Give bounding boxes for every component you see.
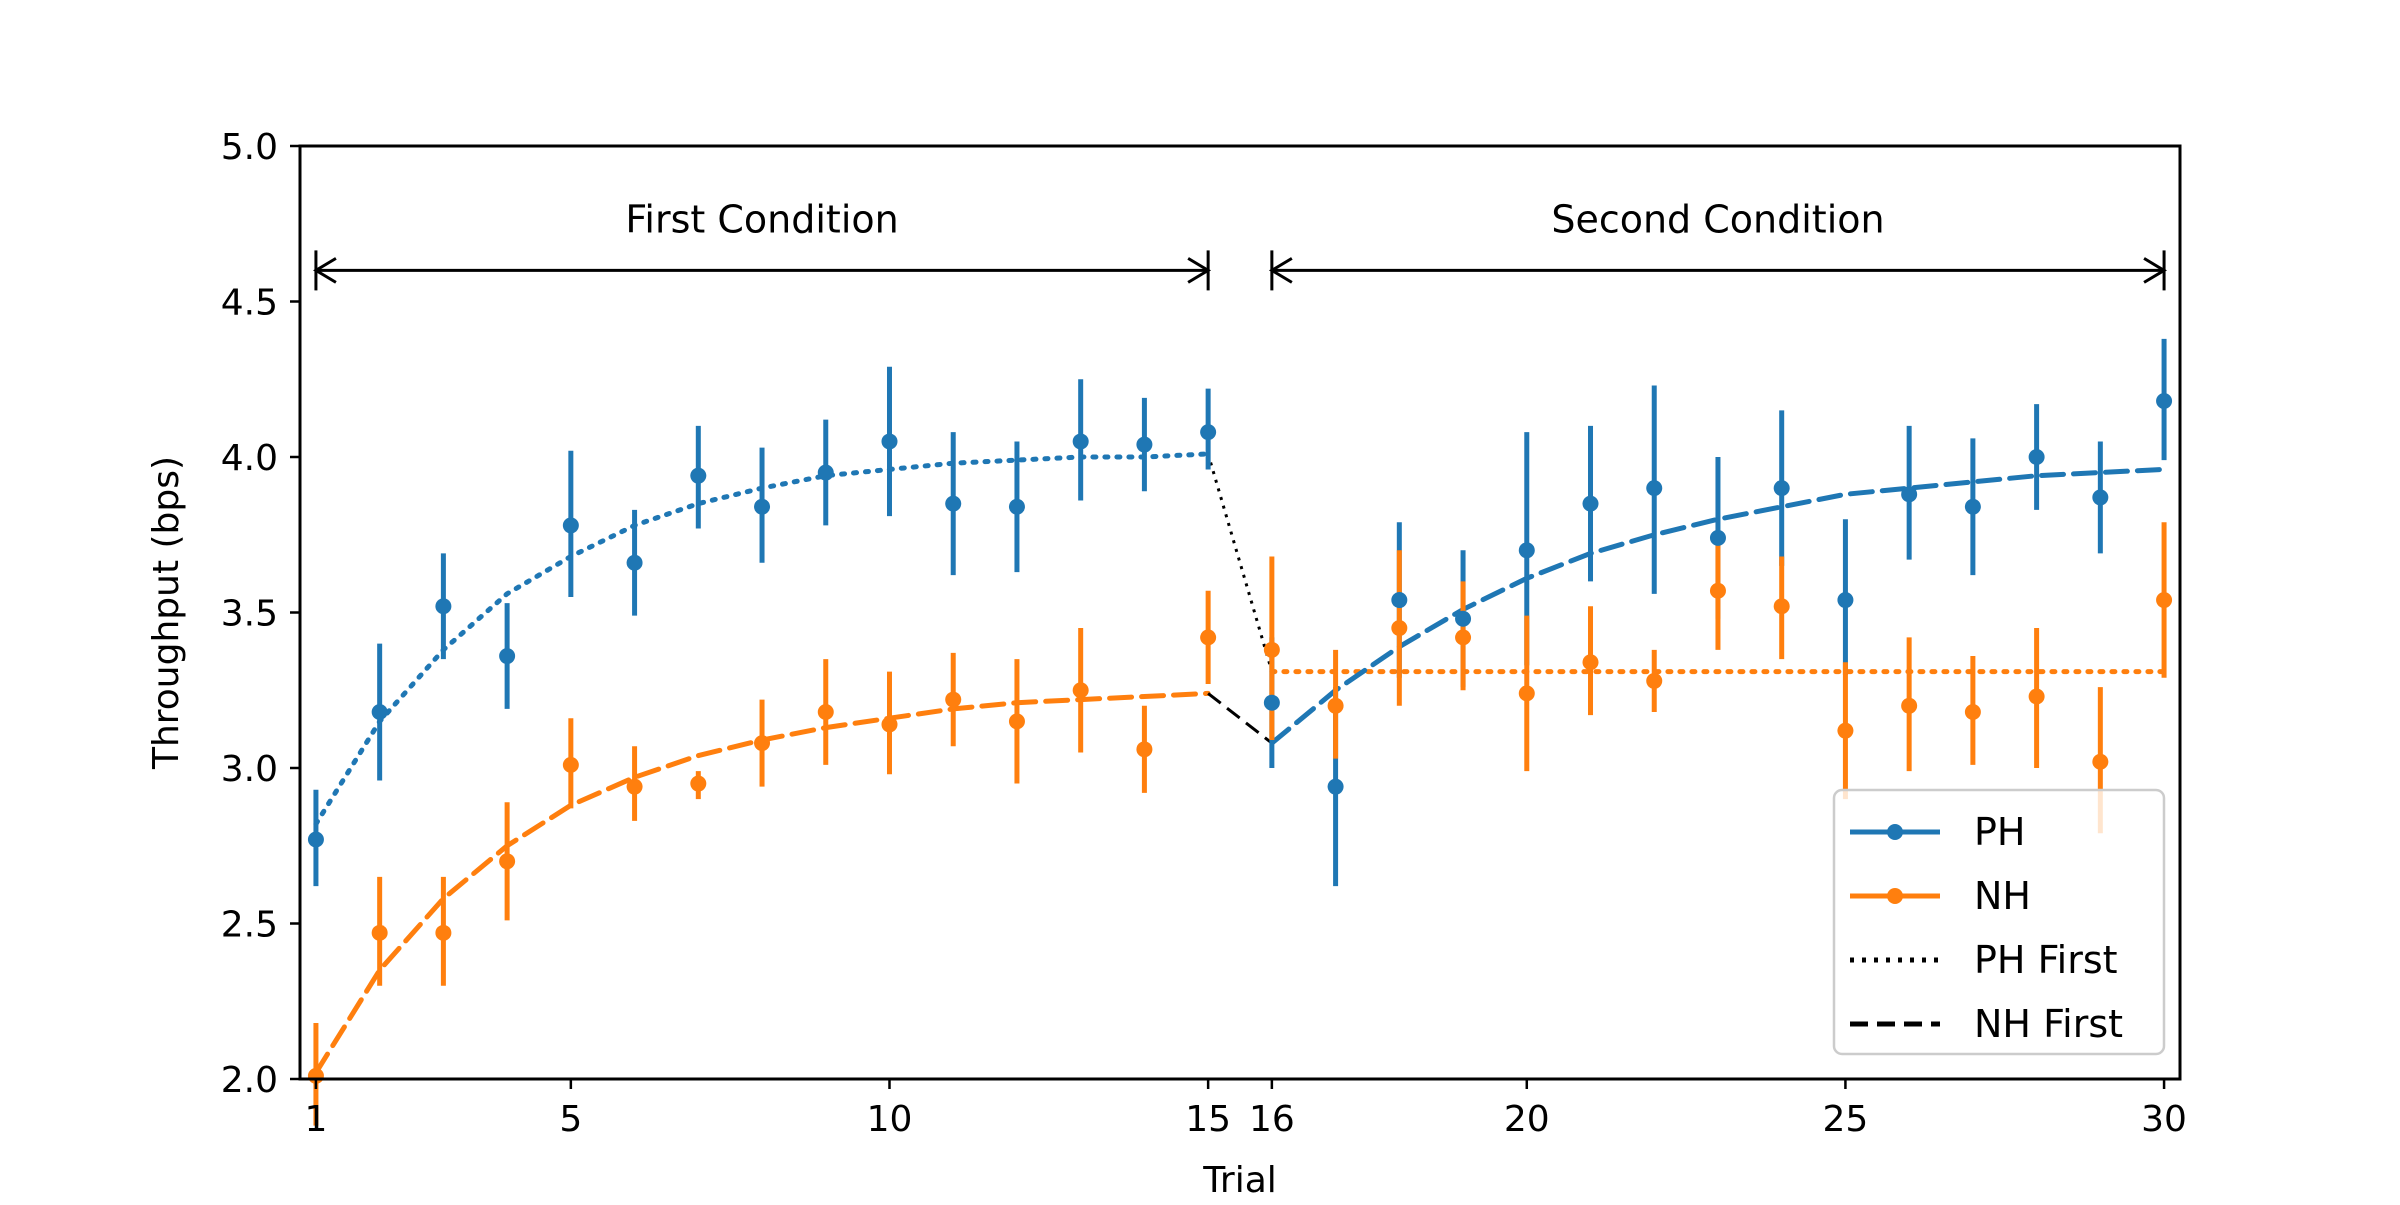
- point-ph: [626, 554, 643, 571]
- legend-box: [1832, 788, 2166, 1056]
- point-nh: [562, 756, 579, 773]
- legend-label-ph-first: PH First: [1974, 938, 2118, 982]
- point-nh: [2028, 688, 2045, 705]
- point-nh: [1582, 654, 1599, 671]
- point-ph: [371, 704, 388, 721]
- point-ph: [1518, 542, 1535, 559]
- x-tick-label: 10: [867, 1099, 913, 1140]
- x-tick-label: 1: [304, 1099, 327, 1140]
- first-condition-label: First Condition: [625, 197, 898, 241]
- point-nh: [1964, 704, 1981, 721]
- point-ph: [1709, 529, 1726, 546]
- data-points: [307, 393, 2173, 1084]
- point-nh: [371, 924, 388, 941]
- point-ph: [435, 598, 452, 615]
- point-ph: [1263, 694, 1280, 711]
- point-nh: [2092, 753, 2109, 770]
- legend-label-nh-first: NH First: [1974, 1002, 2123, 1046]
- legend-label-nh: NH: [1974, 874, 2031, 918]
- point-ph: [754, 498, 771, 515]
- y-axis-ticks: 2.0 2.5 3.0 3.5 4.0 4.5 5.0: [221, 127, 300, 1101]
- point-ph: [1391, 592, 1408, 609]
- point-nh: [1263, 641, 1280, 658]
- point-nh: [1072, 682, 1089, 699]
- point-nh: [817, 704, 834, 721]
- y-axis-label: Throughput (bps): [146, 456, 187, 770]
- point-ph: [690, 467, 707, 484]
- point-ph: [1837, 592, 1854, 609]
- point-ph: [2028, 449, 2045, 465]
- point-ph: [1646, 480, 1663, 497]
- point-ph: [1200, 424, 1217, 441]
- point-ph: [1964, 498, 1981, 515]
- legend-marker-ph: [1887, 824, 1903, 840]
- x-tick-label: 25: [1823, 1099, 1869, 1140]
- legend-marker-nh: [1887, 888, 1903, 904]
- legend: PH NH PH First NH First: [1832, 788, 2166, 1056]
- point-nh: [626, 778, 643, 795]
- point-nh: [499, 853, 516, 870]
- point-ph: [1136, 436, 1153, 453]
- point-nh: [1518, 685, 1535, 702]
- point-ph: [1072, 433, 1089, 450]
- fit-nh-first-segment-1: [1207, 692, 1273, 745]
- first-condition-arrowhead-left: [313, 257, 337, 284]
- point-ph: [1582, 495, 1599, 512]
- point-nh: [945, 691, 962, 708]
- y-tick-label: 3.5: [221, 594, 278, 635]
- point-nh: [1837, 722, 1854, 739]
- y-tick-label: 2.0: [221, 1060, 278, 1101]
- point-ph: [2156, 393, 2173, 410]
- point-nh: [881, 716, 898, 733]
- point-nh: [2156, 592, 2173, 609]
- fit-ph-first-segment-1: [1206, 453, 1274, 673]
- condition-annotations: First Condition Second Condition: [313, 197, 2167, 291]
- y-tick-label: 3.0: [221, 749, 278, 790]
- second-condition-arrowhead-right: [2143, 257, 2167, 284]
- x-tick-label: 5: [559, 1099, 582, 1140]
- point-nh: [1008, 713, 1025, 730]
- point-nh: [1200, 629, 1217, 646]
- point-ph: [1327, 778, 1344, 795]
- y-tick-label: 5.0: [221, 127, 278, 168]
- x-axis-ticks: 1 5 10 15 16 20 25 30: [304, 1079, 2187, 1140]
- y-tick-label: 4.5: [221, 283, 278, 324]
- point-ph: [881, 433, 898, 450]
- x-axis-label: Trial: [1202, 1160, 1277, 1200]
- point-ph: [562, 517, 579, 534]
- second-condition-label: Second Condition: [1551, 197, 1884, 241]
- point-nh: [1327, 697, 1344, 714]
- first-condition-arrowhead-right: [1187, 257, 1212, 284]
- y-tick-label: 2.5: [221, 905, 278, 946]
- x-tick-label: 15: [1185, 1099, 1231, 1140]
- point-ph: [1773, 480, 1790, 497]
- point-ph: [2092, 489, 2109, 506]
- point-ph: [945, 495, 962, 512]
- point-nh: [1391, 620, 1408, 637]
- point-nh: [1455, 629, 1472, 646]
- point-nh: [1901, 697, 1918, 714]
- fit-nh-first-segment-2: [1269, 466, 2167, 746]
- x-tick-label: 30: [2141, 1099, 2187, 1140]
- point-nh: [435, 924, 452, 941]
- point-nh: [1773, 598, 1790, 615]
- point-ph: [1901, 486, 1918, 503]
- point-nh: [754, 735, 771, 752]
- second-condition-arrowhead-left: [1268, 257, 1293, 284]
- legend-label-ph: PH: [1974, 810, 2026, 854]
- point-nh: [690, 775, 707, 792]
- point-ph: [1455, 610, 1472, 627]
- point-ph: [307, 831, 324, 848]
- point-nh: [1136, 741, 1153, 758]
- y-tick-label: 4.0: [221, 438, 278, 479]
- x-tick-label: 16: [1249, 1099, 1295, 1140]
- point-ph: [1008, 498, 1025, 515]
- x-tick-label: 20: [1504, 1099, 1550, 1140]
- point-ph: [817, 464, 834, 481]
- point-nh: [1709, 582, 1726, 599]
- point-ph: [499, 648, 516, 665]
- point-nh: [1646, 672, 1663, 689]
